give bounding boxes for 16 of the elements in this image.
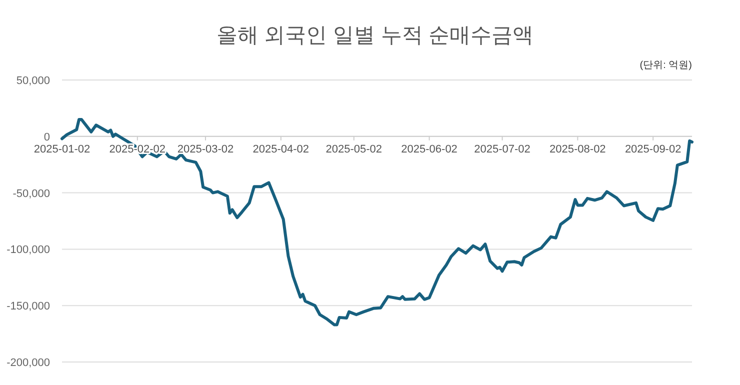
y-tick-label: -150,000 (6, 300, 50, 313)
x-tick-label: 2025-01-02 (34, 143, 90, 156)
x-tick-label: 2025-07-02 (474, 143, 530, 156)
x-tick-label: 2025-08-02 (550, 143, 606, 156)
chart-title: 올해 외국인 일별 누적 순매수금액 (216, 24, 534, 47)
x-tick-label: 2025-09-02 (624, 143, 682, 156)
y-tick-label: 0 (44, 131, 50, 144)
y-tick-label: -100,000 (6, 244, 50, 256)
y-tick-label: 50,000 (16, 75, 50, 87)
x-tick-label: 2025-04-02 (252, 143, 310, 156)
y-tick-label: -50,000 (12, 188, 50, 200)
x-tick-label: 2025-03-02 (177, 143, 234, 156)
text: (단위: 억원) (640, 60, 692, 71)
y-tick-label: -200,000 (6, 357, 50, 369)
x-tick-label: 2025-06-02 (401, 143, 458, 156)
x-tick-label: 2025-05-02 (326, 143, 382, 156)
